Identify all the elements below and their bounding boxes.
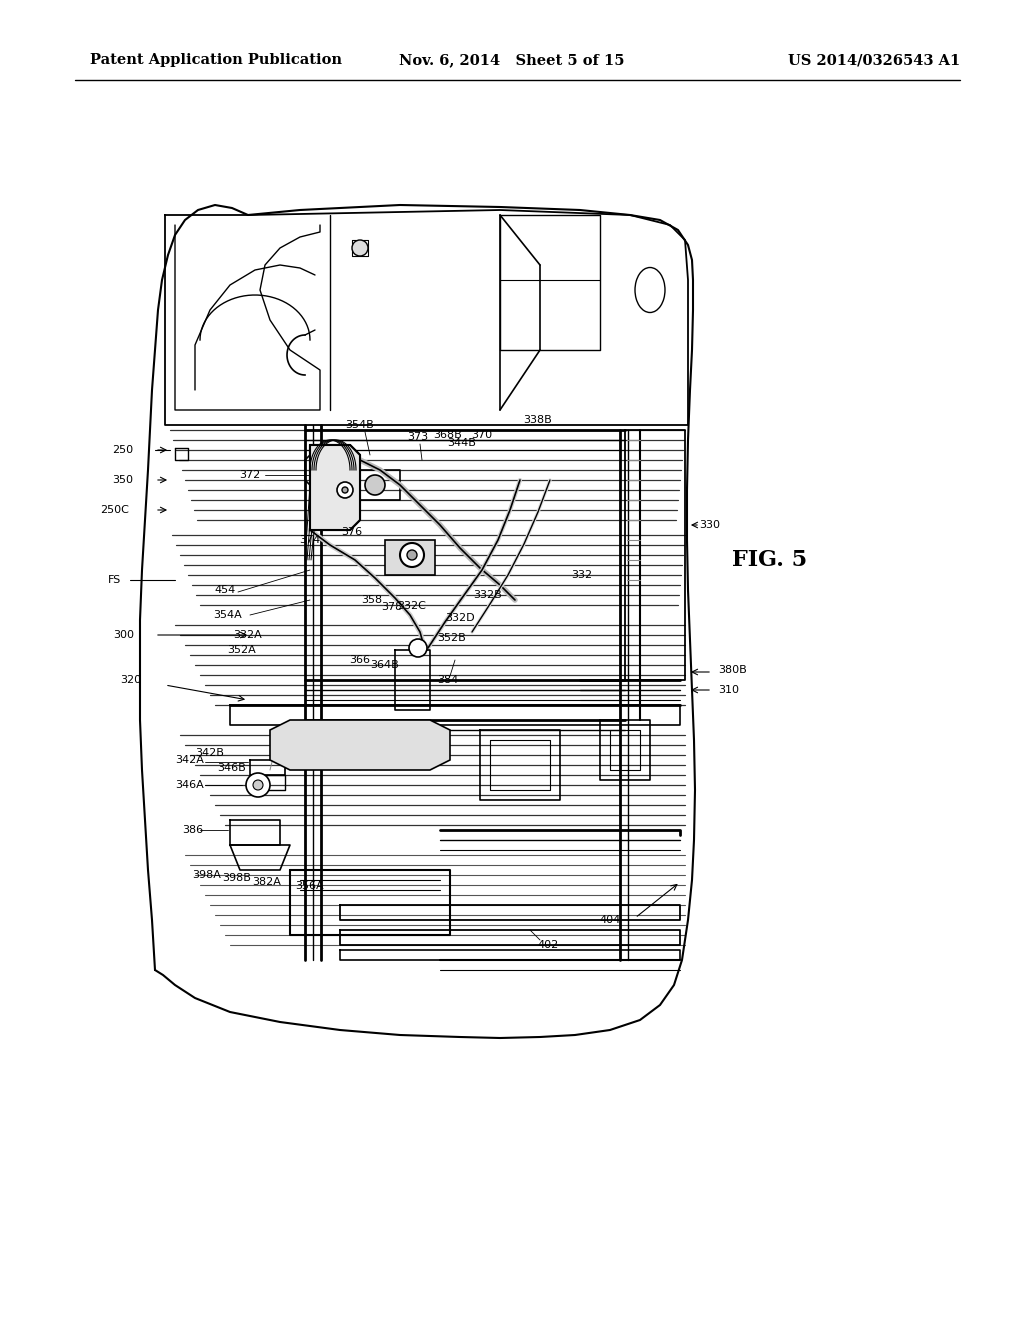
Text: 376: 376 bbox=[341, 527, 362, 537]
Text: 332: 332 bbox=[571, 570, 593, 579]
Text: 300: 300 bbox=[113, 630, 134, 640]
Text: 382A: 382A bbox=[252, 876, 281, 887]
Text: 402: 402 bbox=[538, 940, 559, 950]
Text: 372: 372 bbox=[240, 470, 261, 480]
Text: 332D: 332D bbox=[445, 612, 475, 623]
Text: 398A: 398A bbox=[193, 870, 221, 880]
Text: 366: 366 bbox=[349, 655, 371, 665]
Circle shape bbox=[246, 774, 270, 797]
Text: 354B: 354B bbox=[346, 420, 375, 430]
Circle shape bbox=[342, 487, 348, 492]
Polygon shape bbox=[385, 540, 435, 576]
Text: 384: 384 bbox=[437, 675, 459, 685]
Text: 330: 330 bbox=[699, 520, 721, 531]
Text: 368B: 368B bbox=[433, 430, 463, 440]
Text: 338B: 338B bbox=[523, 414, 552, 425]
Text: 398B: 398B bbox=[222, 873, 251, 883]
Circle shape bbox=[352, 240, 368, 256]
Text: 346B: 346B bbox=[218, 763, 247, 774]
Circle shape bbox=[337, 482, 353, 498]
Text: 250C: 250C bbox=[100, 506, 129, 515]
Text: 356A: 356A bbox=[295, 880, 324, 891]
Text: Nov. 6, 2014   Sheet 5 of 15: Nov. 6, 2014 Sheet 5 of 15 bbox=[399, 53, 625, 67]
Circle shape bbox=[253, 780, 263, 789]
Text: 310: 310 bbox=[718, 685, 739, 696]
Text: 352B: 352B bbox=[437, 634, 466, 643]
Text: 370: 370 bbox=[471, 430, 493, 440]
Circle shape bbox=[409, 639, 427, 657]
Text: 320: 320 bbox=[120, 675, 141, 685]
Circle shape bbox=[365, 475, 385, 495]
Text: 374: 374 bbox=[299, 535, 321, 545]
Text: 350: 350 bbox=[112, 475, 133, 484]
Text: 354A: 354A bbox=[214, 610, 243, 620]
Text: 352A: 352A bbox=[227, 645, 256, 655]
Text: 344B: 344B bbox=[447, 438, 476, 447]
Polygon shape bbox=[310, 445, 360, 531]
Text: Patent Application Publication: Patent Application Publication bbox=[90, 53, 342, 67]
Text: 380B: 380B bbox=[718, 665, 746, 675]
Text: 346A: 346A bbox=[175, 780, 204, 789]
Text: US 2014/0326543 A1: US 2014/0326543 A1 bbox=[787, 53, 961, 67]
Text: 332A: 332A bbox=[233, 630, 262, 640]
Text: 404: 404 bbox=[599, 915, 621, 925]
Text: 332B: 332B bbox=[474, 590, 503, 601]
Text: FIG. 5: FIG. 5 bbox=[732, 549, 808, 572]
Text: 250: 250 bbox=[112, 445, 133, 455]
Text: FS: FS bbox=[108, 576, 121, 585]
Circle shape bbox=[400, 543, 424, 568]
Text: 332C: 332C bbox=[397, 601, 426, 611]
Text: 373: 373 bbox=[408, 432, 429, 442]
Text: 454: 454 bbox=[214, 585, 236, 595]
Text: 378: 378 bbox=[381, 602, 402, 612]
Circle shape bbox=[407, 550, 417, 560]
Text: 342A: 342A bbox=[175, 755, 204, 766]
Text: 386: 386 bbox=[182, 825, 203, 836]
Polygon shape bbox=[270, 719, 450, 770]
Text: 342B: 342B bbox=[196, 748, 224, 758]
Text: 358: 358 bbox=[361, 595, 383, 605]
Text: 364B: 364B bbox=[371, 660, 399, 671]
